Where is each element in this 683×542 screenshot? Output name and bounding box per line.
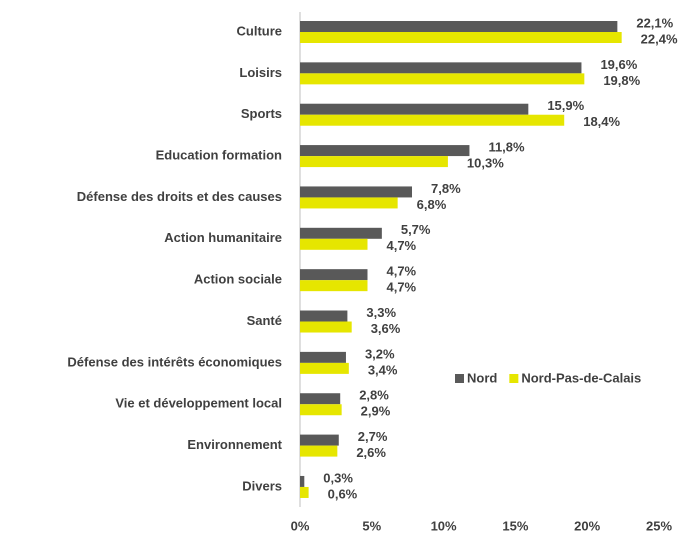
value-label: 3,3% — [366, 305, 396, 320]
category-label: Sports — [241, 106, 282, 121]
bar — [300, 73, 585, 85]
bar — [300, 269, 368, 281]
value-label: 5,7% — [401, 222, 431, 237]
value-label: 0,3% — [323, 470, 353, 485]
bar — [300, 103, 529, 115]
x-tick-label: 20% — [574, 518, 600, 533]
bar — [300, 32, 622, 43]
bar — [300, 145, 470, 157]
value-label: 18,4% — [583, 114, 620, 129]
bar — [300, 362, 349, 374]
bar — [300, 156, 448, 168]
bar — [300, 434, 339, 446]
category-label: Divers — [242, 478, 282, 493]
bar — [300, 186, 413, 198]
legend-label: Nord-Pas-de-Calais — [521, 370, 641, 385]
bar — [300, 21, 618, 32]
bar — [300, 404, 342, 416]
value-label: 19,8% — [603, 73, 640, 88]
value-label: 0,6% — [328, 486, 358, 501]
legend-swatch — [509, 374, 519, 383]
category-label: Défense des intérêts économiques — [67, 354, 282, 369]
value-label: 19,6% — [600, 57, 637, 72]
category-label: Défense des droits et des causes — [77, 189, 282, 204]
value-label: 3,4% — [368, 362, 398, 377]
category-label: Action sociale — [194, 272, 282, 287]
category-label: Santé — [247, 313, 282, 328]
category-label: Environnement — [187, 437, 282, 452]
value-label: 2,9% — [361, 404, 391, 419]
value-label: 3,6% — [371, 321, 401, 336]
category-label: Education formation — [156, 148, 282, 163]
value-label: 22,4% — [641, 31, 678, 46]
value-label: 4,7% — [386, 264, 416, 279]
value-label: 2,6% — [356, 445, 386, 460]
bar — [300, 393, 341, 405]
x-tick-label: 5% — [362, 518, 381, 533]
value-label: 2,8% — [359, 388, 389, 403]
legend-label: Nord — [467, 370, 497, 385]
bar — [300, 238, 368, 250]
bar — [300, 197, 398, 209]
legend-swatch — [455, 374, 464, 383]
category-label: Action humanitaire — [164, 230, 282, 245]
value-label: 3,2% — [365, 346, 395, 361]
value-label: 4,7% — [386, 280, 416, 295]
value-label: 6,8% — [417, 197, 447, 212]
category-label: Culture — [237, 23, 283, 38]
value-label: 2,7% — [358, 429, 388, 444]
value-label: 4,7% — [386, 238, 416, 253]
x-tick-label: 0% — [291, 518, 310, 533]
value-label: 22,1% — [636, 15, 673, 30]
category-label: Loisirs — [239, 65, 282, 80]
bar — [300, 351, 346, 363]
bar — [300, 310, 348, 322]
bar — [300, 62, 582, 74]
x-tick-label: 15% — [502, 518, 528, 533]
category-label: Vie et développement local — [115, 396, 282, 411]
value-label: 15,9% — [547, 98, 584, 113]
value-label: 10,3% — [467, 156, 504, 171]
bar — [300, 445, 338, 457]
value-label: 11,8% — [488, 140, 525, 155]
value-label: 7,8% — [431, 181, 461, 196]
bar — [300, 114, 565, 126]
bar — [300, 486, 309, 498]
bar — [300, 475, 305, 487]
x-tick-label: 10% — [431, 518, 457, 533]
bar — [300, 321, 352, 333]
x-tick-label: 25% — [646, 518, 672, 533]
bar — [300, 280, 368, 292]
bar — [300, 227, 382, 239]
